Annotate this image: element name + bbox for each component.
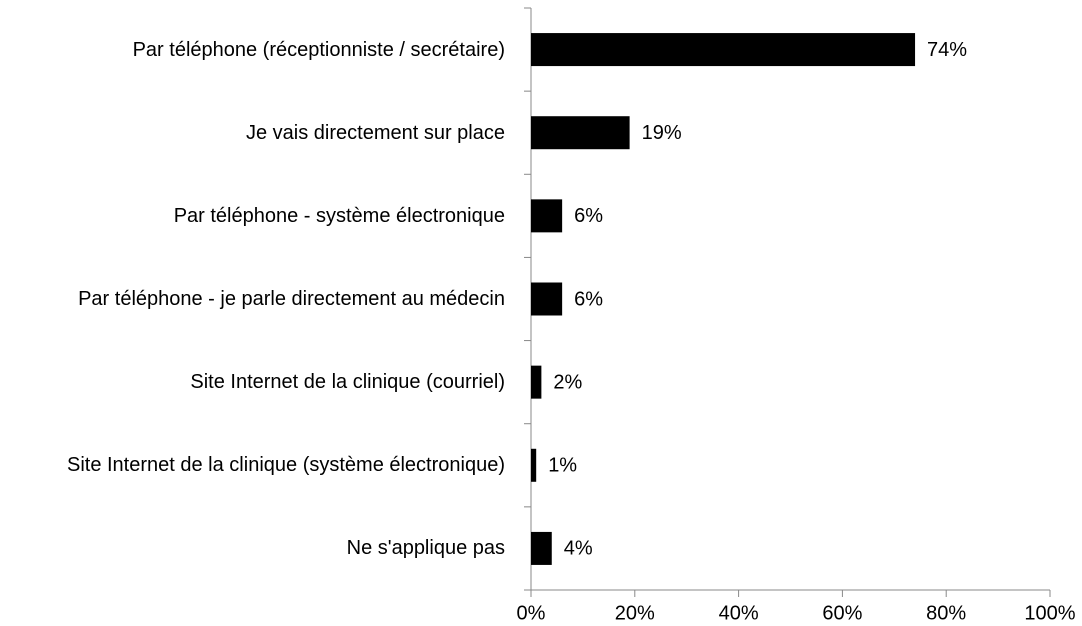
- bar: [531, 531, 552, 565]
- bar: [531, 199, 563, 233]
- bar: [531, 448, 537, 482]
- category-label-box: Ne s'applique pas: [5, 536, 505, 560]
- bar: [531, 282, 563, 316]
- value-label: 19%: [642, 122, 682, 144]
- x-tick-label: 0%: [517, 602, 546, 624]
- value-label: 74%: [927, 39, 967, 61]
- x-tick-label: 100%: [1024, 602, 1075, 624]
- category-label-box: Par téléphone - je parle directement au …: [5, 287, 505, 311]
- x-tick-label: 80%: [926, 602, 966, 624]
- x-tick-label: 60%: [822, 602, 862, 624]
- bar: [531, 116, 630, 150]
- category-label-box: Par téléphone (réceptionniste / secrétai…: [5, 38, 505, 62]
- bar: [531, 33, 916, 67]
- value-label: 6%: [574, 205, 603, 227]
- x-tick-label: 20%: [615, 602, 655, 624]
- category-label-box: Site Internet de la clinique (courriel): [5, 370, 505, 394]
- value-label: 1%: [548, 455, 577, 477]
- category-label-box: Je vais directement sur place: [5, 121, 505, 145]
- bar: [531, 365, 542, 399]
- category-label: Par téléphone (réceptionniste / secrétai…: [132, 38, 505, 61]
- category-label: Ne s'applique pas: [346, 537, 505, 560]
- category-label: Site Internet de la clinique (système él…: [66, 454, 505, 477]
- value-label: 6%: [574, 288, 603, 310]
- value-label: 4%: [564, 538, 593, 560]
- category-label-box: Par téléphone - système électronique: [5, 204, 505, 228]
- value-label: 2%: [553, 371, 582, 393]
- category-label: Je vais directement sur place: [245, 121, 505, 144]
- x-tick-label: 40%: [719, 602, 759, 624]
- category-label: Par téléphone - système électronique: [173, 204, 505, 227]
- category-label-box: Site Internet de la clinique (système él…: [5, 453, 505, 477]
- category-label: Site Internet de la clinique (courriel): [190, 371, 505, 394]
- category-label: Par téléphone - je parle directement au …: [78, 288, 505, 310]
